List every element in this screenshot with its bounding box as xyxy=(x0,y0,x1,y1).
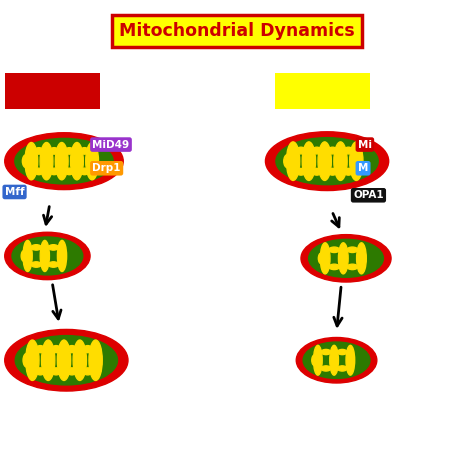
Ellipse shape xyxy=(356,243,366,274)
Ellipse shape xyxy=(65,147,74,154)
Ellipse shape xyxy=(31,262,41,267)
Ellipse shape xyxy=(57,340,71,381)
Ellipse shape xyxy=(318,142,331,181)
Ellipse shape xyxy=(319,253,324,264)
Text: OPA1: OPA1 xyxy=(353,190,384,201)
Ellipse shape xyxy=(34,147,44,154)
Ellipse shape xyxy=(25,143,38,180)
Ellipse shape xyxy=(328,168,337,175)
Ellipse shape xyxy=(67,368,77,375)
Ellipse shape xyxy=(15,138,113,184)
Text: M: M xyxy=(358,163,368,173)
Ellipse shape xyxy=(73,340,86,381)
Text: Mff: Mff xyxy=(5,187,24,197)
Ellipse shape xyxy=(36,346,45,353)
Ellipse shape xyxy=(42,340,55,381)
Ellipse shape xyxy=(296,147,306,154)
Ellipse shape xyxy=(71,143,83,180)
Ellipse shape xyxy=(26,340,39,381)
Ellipse shape xyxy=(321,366,331,371)
Ellipse shape xyxy=(83,368,92,375)
Text: Drp1: Drp1 xyxy=(92,163,121,173)
Ellipse shape xyxy=(67,346,77,353)
Ellipse shape xyxy=(23,353,31,367)
Ellipse shape xyxy=(5,133,123,190)
Ellipse shape xyxy=(320,243,330,274)
Ellipse shape xyxy=(329,264,340,270)
Ellipse shape xyxy=(296,168,306,175)
Ellipse shape xyxy=(313,346,322,375)
Ellipse shape xyxy=(55,143,68,180)
Ellipse shape xyxy=(34,168,44,175)
Ellipse shape xyxy=(48,245,59,250)
Ellipse shape xyxy=(347,264,358,270)
Ellipse shape xyxy=(5,329,128,391)
Text: MiD49: MiD49 xyxy=(92,139,129,150)
Ellipse shape xyxy=(57,240,67,272)
Ellipse shape xyxy=(80,147,89,154)
Ellipse shape xyxy=(344,147,353,154)
Ellipse shape xyxy=(344,168,353,175)
Ellipse shape xyxy=(301,235,391,282)
Ellipse shape xyxy=(329,247,340,253)
Ellipse shape xyxy=(321,349,331,355)
Ellipse shape xyxy=(51,368,61,375)
Ellipse shape xyxy=(86,143,99,180)
Ellipse shape xyxy=(303,342,370,378)
Ellipse shape xyxy=(334,142,347,181)
Ellipse shape xyxy=(36,368,45,375)
FancyBboxPatch shape xyxy=(5,73,100,109)
Ellipse shape xyxy=(65,168,74,175)
Ellipse shape xyxy=(302,142,316,181)
Ellipse shape xyxy=(347,247,358,253)
Ellipse shape xyxy=(338,243,348,274)
Ellipse shape xyxy=(15,336,118,385)
Ellipse shape xyxy=(40,240,49,272)
Ellipse shape xyxy=(23,240,32,272)
Ellipse shape xyxy=(5,232,90,280)
Ellipse shape xyxy=(265,132,389,191)
Ellipse shape xyxy=(309,239,383,277)
Ellipse shape xyxy=(21,251,27,261)
Ellipse shape xyxy=(337,349,347,355)
Ellipse shape xyxy=(312,168,321,175)
Ellipse shape xyxy=(40,143,53,180)
Ellipse shape xyxy=(12,237,83,275)
Ellipse shape xyxy=(48,262,59,267)
Ellipse shape xyxy=(31,245,41,250)
Ellipse shape xyxy=(330,346,338,375)
FancyBboxPatch shape xyxy=(275,73,370,109)
Ellipse shape xyxy=(50,147,59,154)
Ellipse shape xyxy=(89,340,102,381)
Ellipse shape xyxy=(276,137,378,185)
Ellipse shape xyxy=(312,147,321,154)
Text: Mi: Mi xyxy=(358,139,372,150)
Ellipse shape xyxy=(350,142,363,181)
Ellipse shape xyxy=(286,142,300,181)
Ellipse shape xyxy=(284,155,292,168)
Text: Mitochondrial Dynamics: Mitochondrial Dynamics xyxy=(119,22,355,40)
Ellipse shape xyxy=(22,155,30,168)
Ellipse shape xyxy=(328,147,337,154)
Ellipse shape xyxy=(346,346,355,375)
Ellipse shape xyxy=(51,346,61,353)
Ellipse shape xyxy=(83,346,92,353)
Ellipse shape xyxy=(50,168,59,175)
Ellipse shape xyxy=(80,168,89,175)
Ellipse shape xyxy=(312,355,317,365)
Ellipse shape xyxy=(296,337,377,383)
Ellipse shape xyxy=(337,366,347,371)
